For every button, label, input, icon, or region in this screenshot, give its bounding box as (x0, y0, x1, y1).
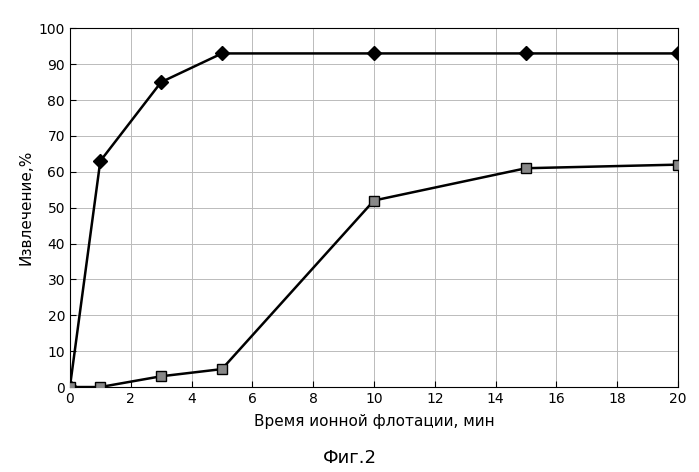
кальций (157, 373, 166, 379)
Text: Фиг.2: Фиг.2 (322, 449, 377, 467)
кальций (674, 162, 682, 168)
кальций (521, 165, 531, 171)
стронций (218, 51, 226, 56)
стронций (96, 158, 105, 164)
кальций (218, 366, 226, 372)
стронций (370, 51, 378, 56)
Line: стронций: стронций (65, 49, 683, 392)
стронций (674, 51, 682, 56)
стронций (66, 384, 74, 390)
Y-axis label: Извлечение,%: Извлечение,% (18, 150, 33, 265)
стронций (521, 51, 531, 56)
стронций (157, 79, 166, 85)
кальций (66, 384, 74, 390)
кальций (370, 198, 378, 203)
кальций (96, 384, 105, 390)
Line: кальций: кальций (65, 160, 683, 392)
X-axis label: Время ионной флотации, мин: Время ионной флотации, мин (254, 414, 494, 429)
